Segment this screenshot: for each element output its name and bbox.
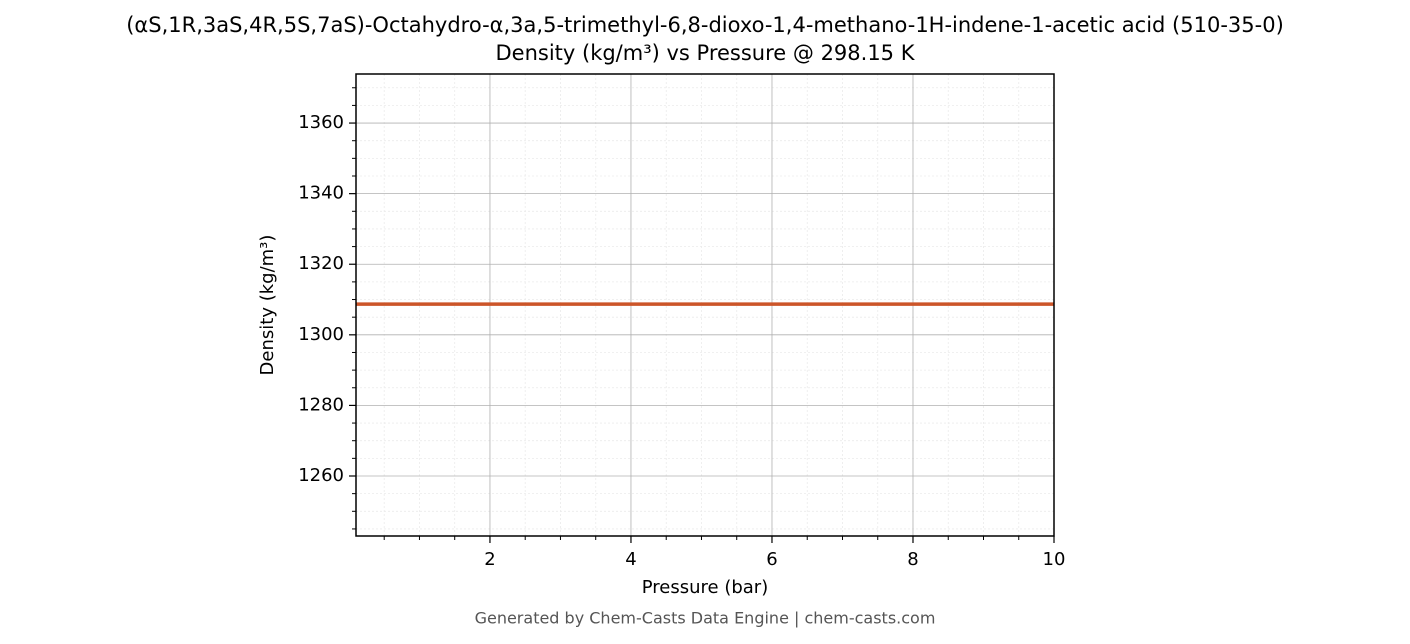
chart-subtitle: Density (kg/m³) vs Pressure @ 298.15 K bbox=[495, 41, 915, 65]
x-tick-label: 8 bbox=[907, 549, 918, 570]
y-tick-label: 1280 bbox=[298, 394, 344, 415]
x-tick-label: 6 bbox=[766, 549, 777, 570]
plot-frame bbox=[355, 73, 1055, 537]
y-axis-label: Density (kg/m³) bbox=[257, 235, 278, 376]
chart-title: (αS,1R,3aS,4R,5S,7aS)-Octahydro-α,3a,5-t… bbox=[126, 13, 1284, 37]
y-tick-label: 1340 bbox=[298, 183, 344, 204]
x-tick-label: 4 bbox=[625, 549, 636, 570]
y-tick-label: 1300 bbox=[298, 324, 344, 345]
footer: Generated by Chem-Casts Data Engine | ch… bbox=[475, 609, 936, 628]
y-tick-label: 1360 bbox=[298, 112, 344, 133]
y-tick-label: 1260 bbox=[298, 465, 344, 486]
x-tick-label: 10 bbox=[1043, 549, 1066, 570]
x-tick-label: 2 bbox=[484, 549, 495, 570]
x-axis-label: Pressure (bar) bbox=[642, 577, 768, 598]
y-tick-label: 1320 bbox=[298, 253, 344, 274]
